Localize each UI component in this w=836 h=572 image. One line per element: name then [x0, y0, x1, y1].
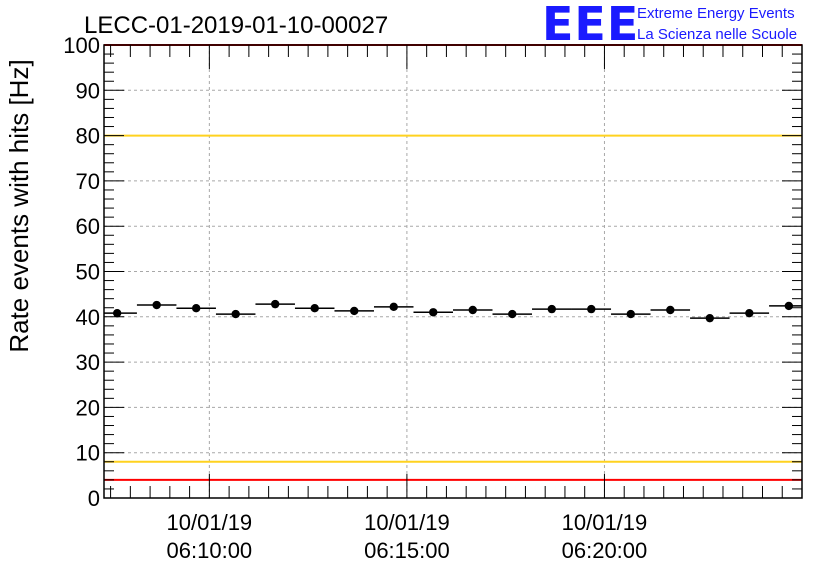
- x-tick-label-time: 06:15:00: [364, 538, 450, 563]
- data-point: [784, 301, 794, 311]
- y-tick-label: 80: [76, 124, 100, 149]
- y-tick-labels: 0 10 20 30 40 50 60 70 80 90 100: [63, 33, 100, 511]
- axis-ticks: [104, 44, 803, 499]
- x-tick-label-date: 10/01/19: [167, 510, 253, 535]
- data-point: [271, 299, 280, 309]
- data-point: [310, 303, 319, 313]
- x-tick-label-date: 10/01/19: [364, 510, 450, 535]
- x-tick-label-date: 10/01/19: [562, 510, 648, 535]
- data-point: [350, 306, 359, 316]
- data-point: [191, 303, 201, 313]
- data-point: [429, 308, 438, 317]
- y-tick-label: 40: [76, 305, 100, 330]
- logo-letters: EEE: [542, 0, 639, 51]
- data-point: [468, 305, 477, 315]
- data-points: [104, 299, 802, 323]
- data-point: [626, 309, 635, 319]
- y-tick-label: 90: [76, 78, 100, 103]
- logo-line1: Extreme Energy Events: [637, 5, 795, 22]
- data-point: [547, 304, 556, 314]
- y-tick-label: 60: [76, 214, 100, 239]
- x-tick-label-time: 06:10:00: [167, 538, 253, 563]
- y-axis-label: Rate events with hits [Hz]: [4, 59, 34, 352]
- y-tick-label: 20: [76, 395, 100, 420]
- y-tick-label: 50: [76, 260, 100, 285]
- data-point: [112, 308, 122, 318]
- y-tick-label: 30: [76, 350, 100, 375]
- data-point: [508, 309, 517, 319]
- y-tick-label: 10: [76, 441, 100, 466]
- logo-line2: La Scienza nelle Scuole: [637, 26, 797, 43]
- y-tick-label: 70: [76, 169, 100, 194]
- data-point: [666, 305, 675, 315]
- y-tick-label: 100: [63, 33, 100, 58]
- data-point: [745, 308, 754, 318]
- eee-logo: EEE Extreme Energy Events La Scienza nel…: [542, 0, 797, 51]
- chart-title: LECC-01-2019-01-10-00027: [84, 12, 388, 39]
- data-point: [705, 313, 715, 323]
- data-point: [389, 302, 398, 312]
- y-tick-label: 0: [88, 486, 100, 511]
- data-point: [587, 304, 596, 314]
- x-tick-labels: 10/01/19 06:10:00 10/01/19 06:15:00 10/01/19…: [167, 510, 648, 563]
- data-point: [231, 309, 240, 319]
- data-point: [152, 300, 161, 310]
- x-tick-label-time: 06:20:00: [562, 538, 648, 563]
